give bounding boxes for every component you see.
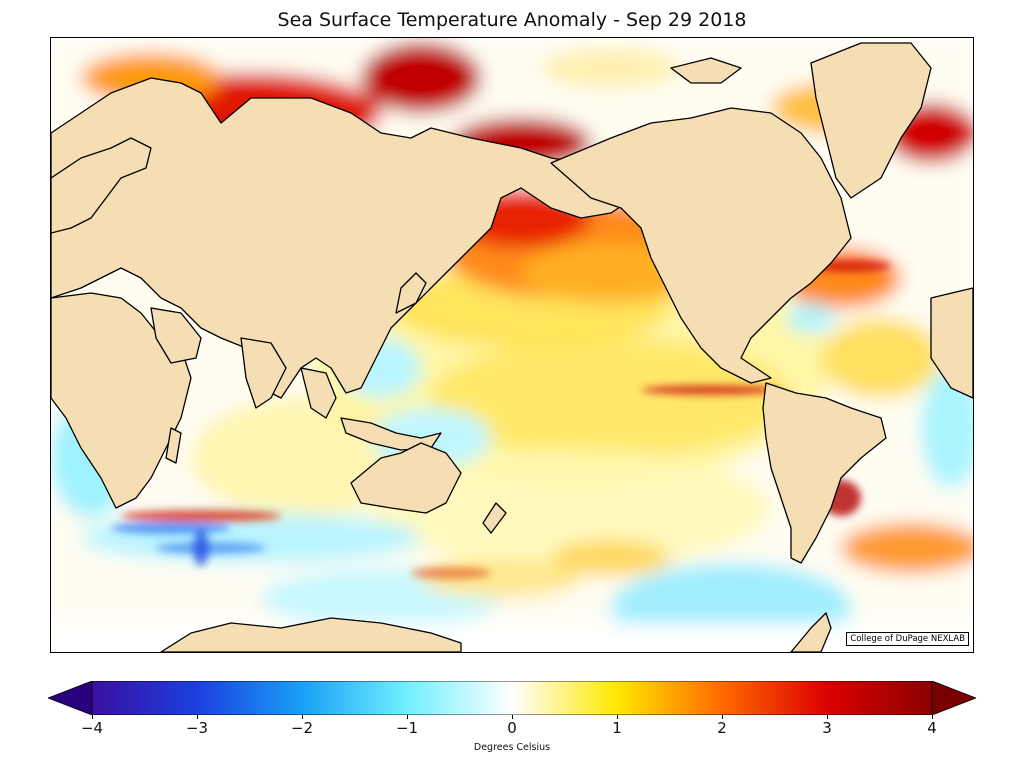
land-india: [240, 337, 287, 409]
colorbar-tick-label: −4: [80, 719, 104, 737]
land-antarctic-peninsula: [790, 612, 832, 652]
colorbar-tick-label: −2: [290, 719, 314, 737]
map-title: Sea Surface Temperature Anomaly - Sep 29…: [277, 9, 747, 31]
colorbar-tick-mark: [92, 715, 93, 719]
colorbar-tick-mark: [407, 715, 408, 719]
land-europe: [51, 137, 152, 234]
colorbar-tick-mark: [617, 715, 618, 719]
land-japan: [395, 272, 427, 314]
land-greenland: [810, 42, 932, 199]
colorbar-tick-label: 4: [927, 719, 937, 737]
land-madagascar: [165, 427, 182, 464]
land-north-america: [550, 107, 852, 384]
land-arabia: [150, 307, 202, 364]
colorbar-tick-mark: [827, 715, 828, 719]
colorbar-tick-label: 2: [717, 719, 727, 737]
colorbar-tick-label: 1: [612, 719, 622, 737]
colorbar-under-arrow: [48, 681, 93, 715]
landmasses: [51, 42, 973, 652]
colorbar-tick-mark: [197, 715, 198, 719]
credit-label: College of DuPage NEXLAB: [846, 632, 969, 646]
colorbar-over-arrow: [931, 681, 976, 715]
land-se-asia: [300, 367, 337, 419]
land-eurasia: [51, 77, 627, 399]
colorbar-tick-mark: [302, 715, 303, 719]
map-panel: College of DuPage NEXLAB: [50, 37, 974, 653]
colorbar-tick-mark: [722, 715, 723, 719]
colorbar-tick-label: −3: [185, 719, 209, 737]
land-indonesia: [340, 417, 442, 451]
land-africa: [51, 292, 192, 509]
land-australia: [350, 442, 462, 514]
colorbar-tick-mark: [512, 715, 513, 719]
colorbar: [48, 681, 976, 715]
colorbar-tick-label: −1: [395, 719, 419, 737]
land-antarctica: [160, 617, 462, 652]
colorbar-label: Degrees Celsius: [473, 742, 551, 753]
colorbar-tick-mark: [932, 715, 933, 719]
land-new-zealand: [482, 502, 507, 534]
anomaly-map: [51, 38, 973, 652]
land-south-america: [762, 382, 887, 564]
land-west-africa: [930, 287, 973, 399]
colorbar-tick-label: 3: [822, 719, 832, 737]
land-svalbard: [670, 57, 742, 84]
colorbar-tick-label: 0: [507, 719, 517, 737]
colorbar-gradient: [91, 681, 933, 715]
